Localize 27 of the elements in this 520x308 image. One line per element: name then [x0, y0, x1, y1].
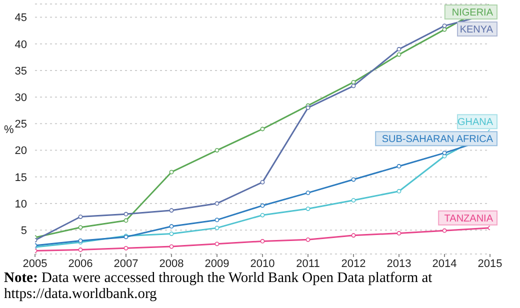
y-axis-title: %	[4, 124, 14, 136]
y-tick-label: 25	[14, 118, 27, 131]
series-label: KENYA	[460, 24, 494, 36]
x-tick-label: 2013	[386, 258, 412, 270]
y-tick-label: 20	[14, 145, 27, 158]
x-tick-label: 2007	[114, 258, 138, 270]
x-tick-label: 2011	[296, 258, 320, 270]
y-tick-label: 40	[14, 38, 27, 51]
y-tick-label: 10	[14, 198, 27, 210]
y-tick-label: 35	[14, 65, 27, 78]
series-label: NIGERIA	[452, 8, 494, 18]
x-tick-label: 2006	[68, 258, 93, 270]
y-tick-label: 15	[14, 172, 27, 184]
x-tick-label: 2014	[432, 258, 457, 270]
x-tick-label: 2009	[204, 258, 230, 270]
x-tick-label: 2010	[250, 258, 275, 270]
y-tick-label: 30	[14, 92, 27, 104]
x-tick-label: 2015	[478, 258, 502, 270]
series-label: GHANA	[457, 117, 494, 128]
text: Note: Data were accessed through the World Bank Open Data platform at https://data.worldbank.org	[4, 270, 432, 302]
x-tick-label: 2005	[22, 258, 48, 270]
y-tick-label: 45	[14, 12, 27, 24]
y-tick-label: 5	[20, 224, 27, 237]
series-label: SUB-SAHARAN AFRICA	[382, 134, 494, 146]
series-label: TANZANIA	[444, 213, 494, 224]
x-tick-label: 2008	[159, 258, 184, 270]
x-tick-label: 2012	[341, 258, 366, 270]
